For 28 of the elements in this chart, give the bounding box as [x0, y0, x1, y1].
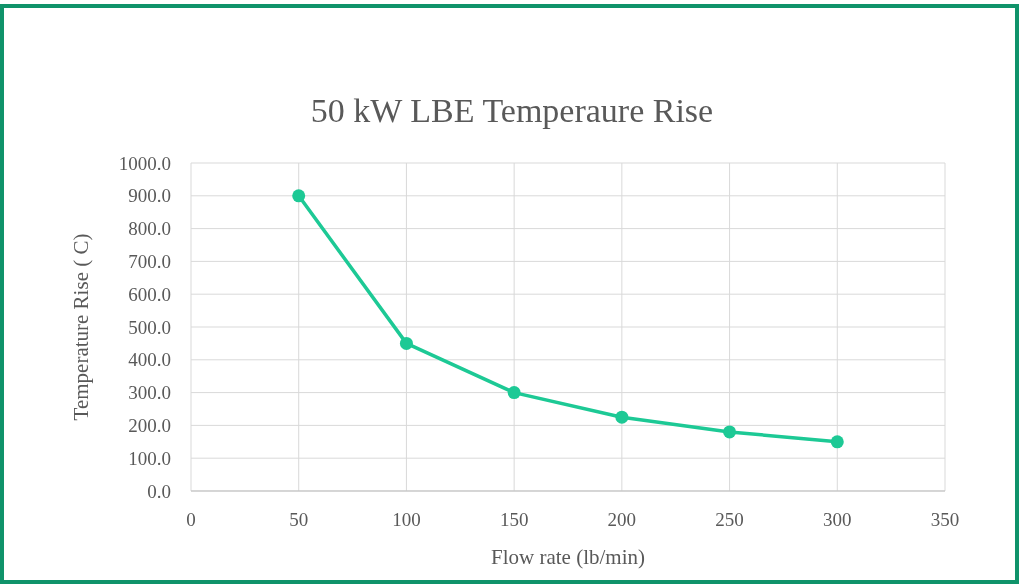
- x-tick-label: 0: [186, 509, 196, 530]
- chart-title: 50 kW LBE Temperaure Rise: [310, 92, 714, 129]
- point: [507, 386, 521, 400]
- y-tick-label: 600.0: [128, 283, 171, 305]
- y-tick-label: 400.0: [128, 349, 171, 371]
- y-tick-label: 0.0: [147, 480, 171, 502]
- y-tick-label: 500.0: [128, 316, 171, 338]
- x-tick-label: 350: [930, 509, 960, 530]
- y-tick-label: 700.0: [128, 251, 171, 273]
- x-tick-label: 100: [392, 509, 421, 530]
- x-axis-title: Flow rate (lb/min): [491, 545, 645, 569]
- y-tick-label: 900.0: [128, 185, 171, 207]
- point: [830, 435, 844, 449]
- x-tick-label: 200: [607, 509, 637, 530]
- x-tick-label: 150: [499, 509, 529, 530]
- x-tick-label: 250: [715, 509, 744, 530]
- point: [399, 336, 413, 350]
- x-tick-label: 50: [289, 509, 309, 530]
- y-tick-label: 200.0: [128, 415, 171, 437]
- point: [723, 425, 737, 439]
- y-tick-label: 300.0: [128, 382, 171, 404]
- y-tick-label: 1000.0: [118, 152, 171, 174]
- point: [615, 410, 629, 424]
- y-tick-label: 800.0: [128, 218, 171, 240]
- y-tick-label: 100.0: [128, 447, 171, 469]
- point: [292, 189, 306, 203]
- y-axis-title: Temperature Rise ( C): [69, 233, 93, 421]
- x-tick-label: 300: [823, 509, 852, 530]
